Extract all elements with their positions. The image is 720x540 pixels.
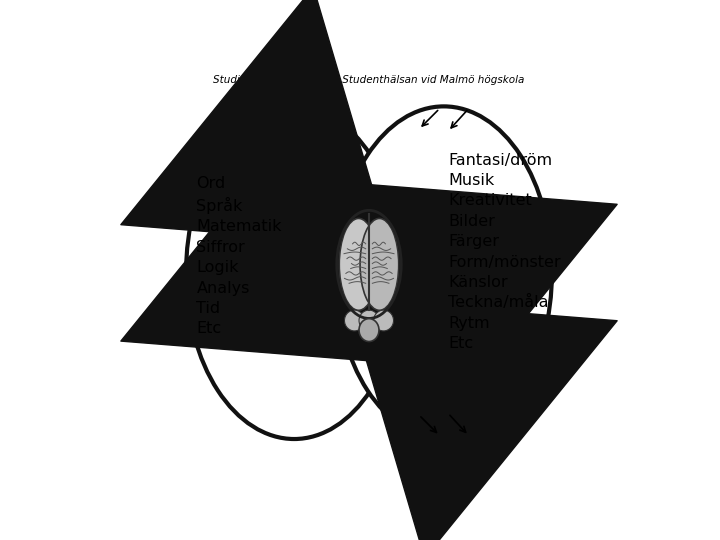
Ellipse shape — [344, 310, 364, 331]
Ellipse shape — [359, 319, 379, 341]
Text: Ord
Språk
Matematik
Siffror
Logik
Analys
Tid
Etc: Ord Språk Matematik Siffror Logik Analys… — [197, 176, 282, 336]
Ellipse shape — [359, 310, 379, 331]
Ellipse shape — [374, 310, 394, 331]
Ellipse shape — [336, 106, 552, 439]
Ellipse shape — [360, 219, 399, 310]
Ellipse shape — [186, 106, 402, 439]
Text: Studievägledningen och Studenthälsan vid Malmö högskola: Studievägledningen och Studenthälsan vid… — [213, 75, 525, 85]
Text: Fantasi/dröm
Musik
Kreativitet
Bilder
Färger
Form/mönster
Känslor
Teckna/måla
Ry: Fantasi/dröm Musik Kreativitet Bilder Fä… — [448, 153, 561, 351]
Ellipse shape — [339, 219, 378, 310]
